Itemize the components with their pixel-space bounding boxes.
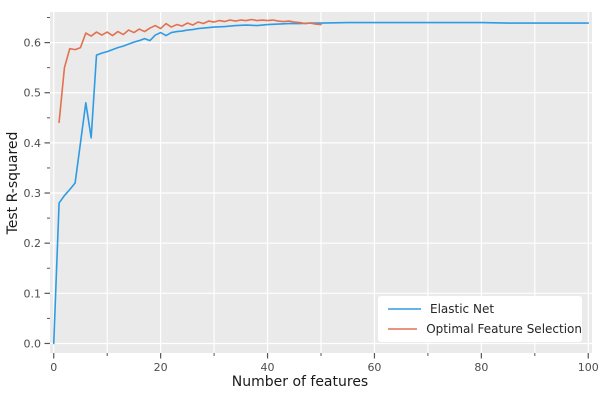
x-tick-label: 0 (50, 361, 57, 374)
y-axis-label: Test R-squared (5, 131, 21, 235)
x-tick-label: 20 (154, 361, 168, 374)
y-tick-label: 0.3 (24, 187, 42, 200)
x-tick-label: 40 (261, 361, 275, 374)
optimal-feature-selection-line (58, 18, 322, 124)
legend-label-elastic-net: Elastic Net (430, 302, 495, 316)
y-tick-label: 0.4 (24, 137, 42, 150)
y-tick-label: 0.5 (24, 87, 42, 100)
legend: Elastic Net Optimal Feature Selection (378, 296, 582, 342)
x-tick-label: 60 (367, 361, 381, 374)
x-axis-label: Number of features (231, 374, 369, 390)
y-tick-label: 0.6 (24, 37, 42, 50)
elastic-net-line (52, 21, 590, 345)
y-tick-label: 0.2 (24, 237, 42, 250)
y-tick-label: 0.0 (24, 337, 42, 350)
legend-label-optimal-feature-selection: Optimal Feature Selection (426, 322, 582, 336)
legend-entry-optimal-feature-selection: Optimal Feature Selection (378, 321, 582, 338)
optimal-feature-selection-line-swatch (388, 328, 418, 330)
x-tick-label: 100 (578, 361, 599, 374)
y-tick-label: 0.1 (24, 287, 42, 300)
elastic-net-line-swatch (388, 308, 421, 310)
x-tick-label: 80 (474, 361, 488, 374)
legend-entry-elastic-net: Elastic Net (378, 301, 582, 318)
